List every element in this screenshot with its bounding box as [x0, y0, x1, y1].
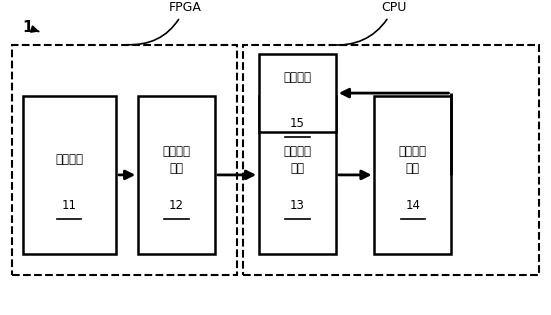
Text: 第一处理
单元: 第一处理 单元 — [163, 145, 191, 175]
Bar — [259, 96, 336, 254]
Bar — [138, 96, 215, 254]
Text: 1: 1 — [23, 20, 39, 35]
Text: 15: 15 — [290, 117, 305, 130]
Bar — [375, 96, 451, 254]
Text: 第二处理
单元: 第二处理 单元 — [283, 145, 311, 175]
Text: CPU: CPU — [331, 1, 406, 45]
Bar — [242, 45, 539, 275]
Bar — [259, 54, 336, 133]
Text: 第三处理
单元: 第三处理 单元 — [399, 145, 427, 175]
Text: 12: 12 — [169, 199, 184, 212]
Text: 显示单元: 显示单元 — [283, 72, 311, 84]
Text: 13: 13 — [290, 199, 305, 212]
Text: 11: 11 — [62, 199, 77, 212]
Bar — [12, 45, 237, 275]
Text: FPGA: FPGA — [127, 1, 201, 45]
Text: 获取单元: 获取单元 — [56, 153, 83, 166]
Bar — [23, 96, 116, 254]
Text: 14: 14 — [406, 199, 420, 212]
